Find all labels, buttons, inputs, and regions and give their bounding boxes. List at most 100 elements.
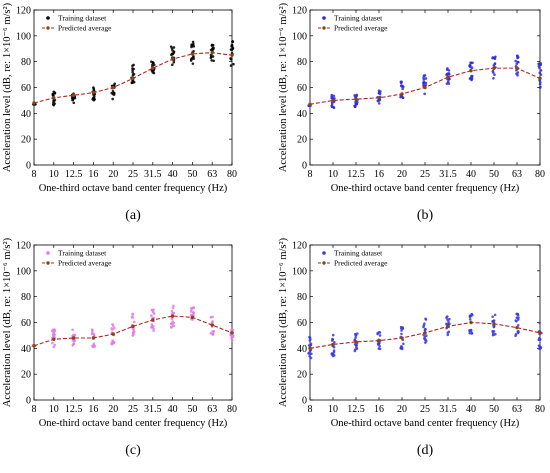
training-point bbox=[330, 353, 334, 356]
training-point bbox=[230, 328, 233, 332]
x-tick-label: 50 bbox=[489, 404, 499, 415]
training-point bbox=[151, 63, 154, 67]
y-tick-label: 0 bbox=[26, 161, 31, 172]
training-point bbox=[515, 62, 518, 66]
training-point bbox=[377, 342, 381, 346]
training-point bbox=[113, 82, 116, 86]
training-point bbox=[470, 313, 474, 316]
y-axis-label: Acceleration level (dB, re: 1×10⁻⁶ m/s²) bbox=[2, 237, 13, 407]
x-tick-label: 12.5 bbox=[65, 404, 83, 415]
training-point bbox=[132, 320, 136, 324]
y-tick-label: 40 bbox=[297, 109, 307, 120]
training-point bbox=[72, 101, 76, 105]
training-point bbox=[445, 82, 449, 85]
training-point bbox=[399, 346, 403, 350]
training-point bbox=[468, 329, 471, 333]
predicted-average-marker bbox=[469, 320, 473, 325]
training-point bbox=[172, 46, 176, 49]
training-point bbox=[150, 323, 154, 326]
y-tick-label: 120 bbox=[16, 241, 31, 252]
panel-label: (d) bbox=[417, 443, 434, 458]
training-point bbox=[192, 306, 195, 310]
training-point bbox=[517, 330, 520, 333]
training-point bbox=[355, 93, 359, 97]
training-point bbox=[111, 97, 114, 101]
training-point bbox=[400, 332, 403, 336]
x-tick-label: 63 bbox=[207, 404, 217, 415]
y-axis-label: Acceleration level (dB, re: 1×10⁻⁶ m/s²) bbox=[278, 2, 289, 172]
x-axis-label: One-third octave band center frequency (… bbox=[39, 183, 228, 194]
training-point bbox=[131, 71, 134, 74]
predicted-average-marker bbox=[331, 342, 335, 347]
y-tick-label: 80 bbox=[297, 292, 307, 303]
training-point bbox=[210, 321, 214, 324]
training-point bbox=[230, 45, 233, 48]
training-point bbox=[92, 332, 96, 336]
training-point bbox=[111, 323, 114, 326]
training-point bbox=[171, 311, 175, 315]
predicted-average-marker bbox=[400, 336, 404, 340]
training-point bbox=[491, 69, 495, 73]
training-point bbox=[211, 332, 214, 336]
training-point bbox=[51, 329, 54, 333]
training-point bbox=[537, 347, 541, 350]
training-point bbox=[51, 92, 55, 96]
training-point bbox=[516, 318, 520, 321]
predicted-average-marker bbox=[377, 96, 381, 100]
training-point bbox=[111, 328, 114, 331]
training-point bbox=[131, 73, 135, 77]
training-point bbox=[212, 59, 215, 63]
training-point bbox=[446, 80, 450, 83]
training-point bbox=[515, 319, 518, 323]
training-point bbox=[310, 352, 313, 356]
y-tick-label: 120 bbox=[16, 6, 31, 17]
y-tick-label: 100 bbox=[292, 31, 307, 42]
training-point bbox=[445, 73, 448, 77]
y-tick-label: 100 bbox=[16, 31, 31, 42]
training-point bbox=[471, 61, 474, 65]
training-point bbox=[151, 61, 155, 65]
training-point bbox=[539, 63, 543, 67]
training-point bbox=[131, 64, 134, 68]
training-point bbox=[112, 340, 116, 344]
y-tick-label: 60 bbox=[297, 83, 307, 94]
x-tick-label: 40 bbox=[466, 169, 476, 180]
legend-predicted-label: Predicted average bbox=[58, 24, 112, 33]
legend-predicted-marker bbox=[46, 26, 50, 30]
training-point bbox=[423, 92, 426, 96]
training-point bbox=[446, 333, 450, 337]
x-tick-label: 8 bbox=[32, 404, 37, 415]
training-point bbox=[52, 345, 56, 349]
training-point bbox=[468, 318, 472, 321]
training-point bbox=[538, 82, 542, 86]
training-point bbox=[112, 91, 116, 95]
training-point bbox=[91, 329, 94, 333]
y-tick-label: 120 bbox=[292, 241, 307, 252]
predicted-average-marker bbox=[492, 66, 496, 70]
predicted-average-marker bbox=[538, 331, 542, 335]
y-tick-label: 20 bbox=[297, 135, 307, 146]
y-tick-label: 80 bbox=[297, 57, 307, 68]
training-point bbox=[422, 324, 426, 327]
training-point bbox=[516, 73, 519, 77]
predicted-average-marker bbox=[492, 322, 496, 326]
training-point bbox=[131, 69, 134, 72]
training-point bbox=[447, 69, 451, 72]
plot-frame bbox=[309, 244, 541, 401]
y-tick-label: 0 bbox=[302, 161, 307, 172]
training-point bbox=[172, 60, 176, 64]
training-point bbox=[354, 334, 358, 337]
training-point bbox=[448, 317, 451, 321]
x-tick-label: 8 bbox=[32, 169, 37, 180]
training-point bbox=[470, 331, 474, 335]
predicted-average-marker bbox=[308, 102, 312, 106]
x-tick-label: 25 bbox=[420, 169, 430, 180]
training-point bbox=[516, 312, 520, 316]
chart-panel-3: 0 20 40 60 80 100 120 8 10 12.5 16 20 25 31.5 40 50 63 80… bbox=[2, 237, 237, 458]
predicted-average-marker bbox=[538, 76, 542, 81]
training-point bbox=[192, 55, 195, 58]
panel-label: (b) bbox=[417, 208, 434, 223]
x-tick-label: 8 bbox=[308, 169, 313, 180]
training-point bbox=[191, 313, 194, 317]
x-tick-label: 25 bbox=[420, 404, 430, 415]
